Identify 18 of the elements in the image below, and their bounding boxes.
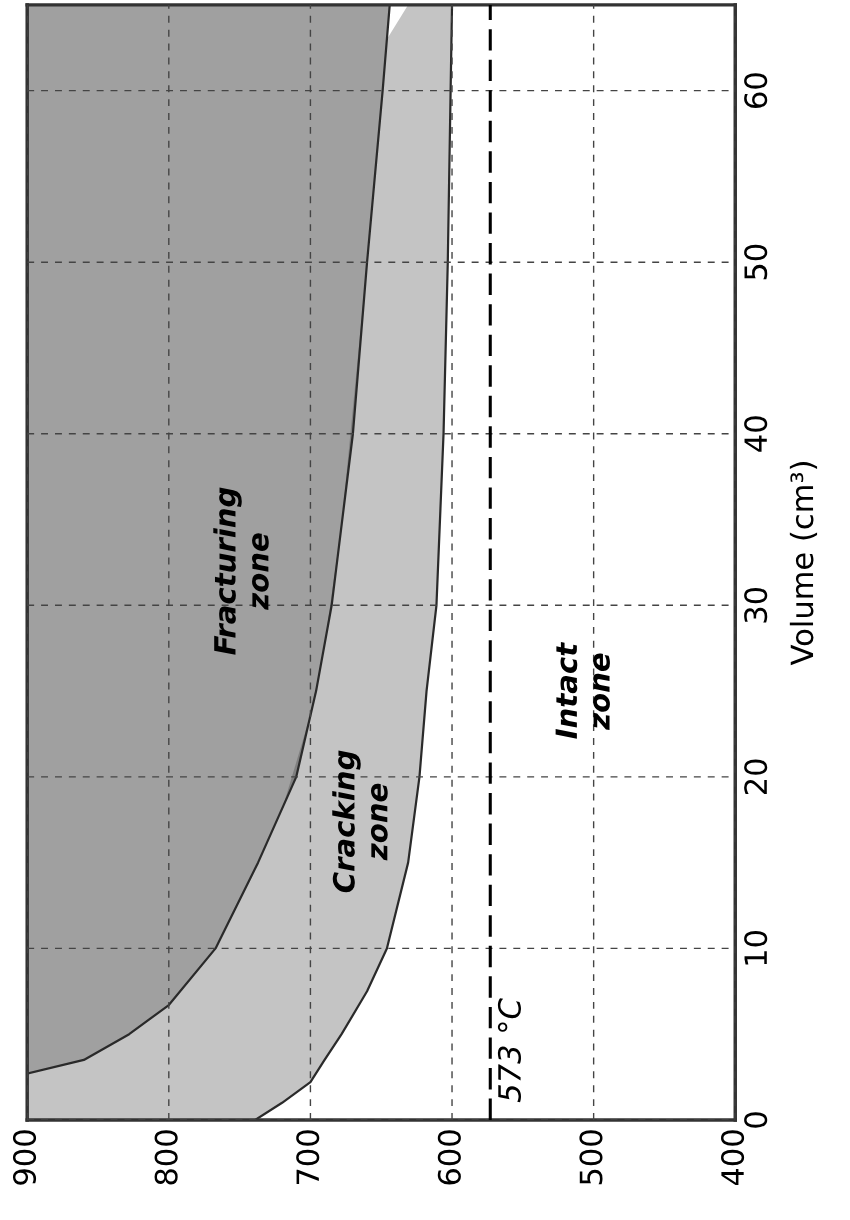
x-tick-label: 600 — [437, 1130, 461, 1185]
x-tick-label: 800 — [154, 1130, 178, 1185]
annotation: Cracking zone — [332, 750, 388, 893]
y-tick-label: 10 — [744, 931, 768, 965]
y-tick-label: 40 — [744, 416, 768, 452]
x-tick-label: 500 — [579, 1130, 603, 1185]
annotation: Fracturing zone — [213, 487, 269, 655]
x-tick-label: 900 — [12, 1130, 37, 1185]
y-tick-label: 60 — [744, 73, 768, 108]
ref-line-label: 573 °C — [497, 998, 521, 1103]
y-tick-label: 30 — [744, 587, 768, 623]
annotation: Intact zone — [555, 641, 610, 739]
x-tick-label: 700 — [296, 1130, 320, 1185]
x-tick-label: 400 — [721, 1130, 745, 1186]
y-axis-title: Volume (cm³) — [789, 462, 818, 666]
y-tick-label: 0 — [744, 1112, 768, 1128]
y-tick-label: 20 — [744, 759, 768, 795]
y-tick-label: 50 — [744, 244, 768, 280]
